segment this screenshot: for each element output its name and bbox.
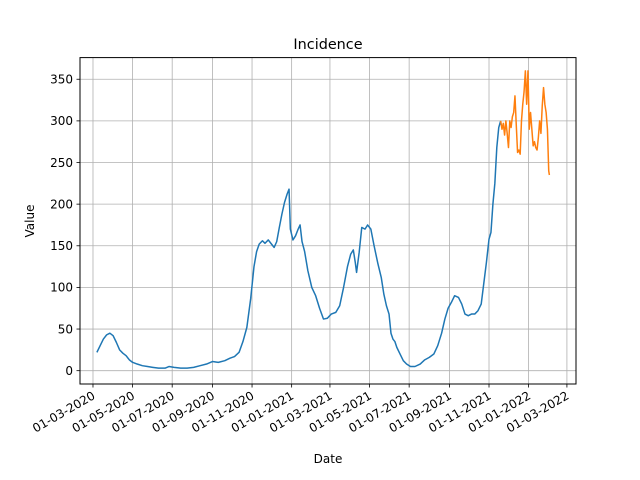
grid [80,57,576,384]
series-layer [96,70,551,369]
y-tick-label: 0 [65,364,73,378]
y-axis-ticks: 0 50 100 150 200 250 300 350 [50,73,80,378]
y-axis-label: Value [23,205,37,238]
y-tick-label: 150 [50,239,73,253]
series-line-2 [499,70,551,176]
y-tick-label: 100 [50,281,73,295]
y-tick-label: 200 [50,197,73,211]
chart-title: Incidence [293,37,362,53]
y-tick-label: 350 [50,73,73,87]
x-axis-ticks: 01-03-202001-05-202001-07-202001-09-2020… [30,384,571,435]
plot-frame [79,57,577,385]
y-tick-label: 50 [58,322,73,336]
y-tick-label: 300 [50,114,73,128]
y-tick-label: 250 [50,156,73,170]
x-axis-label: Date [314,452,343,466]
series-line-1 [96,120,502,369]
